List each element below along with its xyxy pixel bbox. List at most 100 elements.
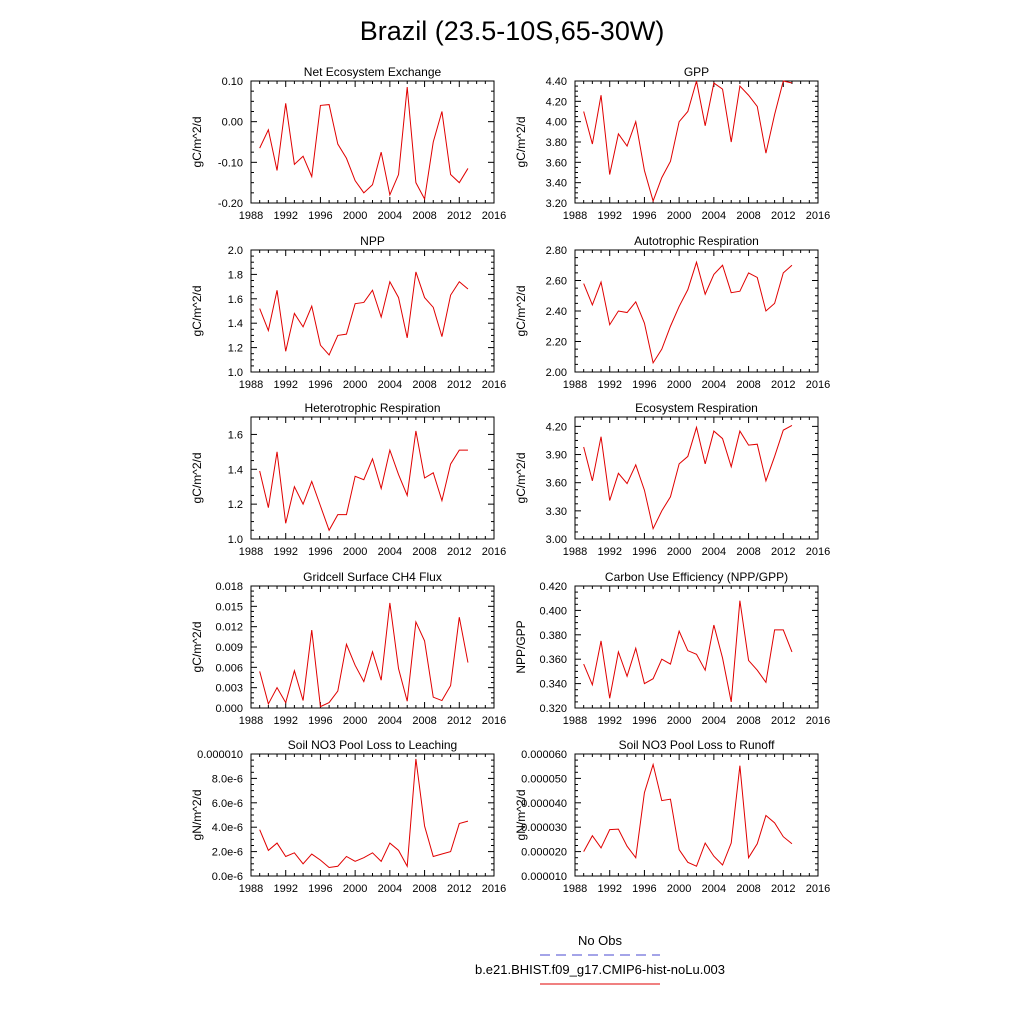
plot-title: Heterotrophic Respiration	[304, 401, 440, 415]
plot-title: GPP	[684, 65, 709, 79]
plot-frame	[574, 249, 819, 373]
y-tick-label: -0.10	[218, 157, 243, 169]
y-axis-label: gC/m^2/d	[190, 286, 204, 337]
y-tick-label: 2.0	[228, 245, 243, 257]
x-tick-label: 1992	[597, 715, 621, 727]
y-tick-label: 0.320	[539, 703, 567, 715]
y-tick-label: 0.009	[215, 642, 243, 654]
series-line	[583, 762, 793, 867]
plot-title: Gridcell Surface CH4 Flux	[303, 570, 442, 584]
x-tick-label: 2012	[447, 883, 471, 895]
x-tick-label: 1996	[632, 883, 656, 895]
x-tick-label: 1988	[239, 546, 263, 558]
y-tick-label: 1.6	[228, 294, 243, 306]
y-tick-label: -0.20	[218, 198, 243, 210]
y-tick-label: 1.8	[228, 269, 243, 281]
panel-soil-no3-pool-loss-to-runoff: Soil NO3 Pool Loss to Runoff gN/m^2/d 1988…	[514, 738, 830, 895]
x-tick-label: 1996	[308, 210, 332, 222]
x-tick-label: 1988	[563, 715, 587, 727]
plot-frame	[250, 585, 495, 709]
x-tick-label: 2012	[771, 546, 795, 558]
x-tick-label: 2008	[412, 546, 436, 558]
y-tick-label: 0.000010	[197, 749, 243, 761]
y-tick-label: 0.00	[222, 117, 243, 129]
plot-title: Soil NO3 Pool Loss to Leaching	[288, 738, 457, 752]
x-tick-label: 2004	[702, 210, 726, 222]
x-tick-label: 2000	[343, 883, 367, 895]
y-tick-label: 0.10	[222, 76, 243, 88]
x-tick-label: 1992	[273, 210, 297, 222]
x-tick-label: 2000	[343, 379, 367, 391]
y-tick-label: 3.80	[546, 137, 567, 149]
x-tick-label: 1996	[308, 715, 332, 727]
y-tick-label: 1.0	[228, 534, 243, 546]
x-tick-label: 2000	[343, 546, 367, 558]
panel-carbon-use-efficiency-npp-gpp: Carbon Use Efficiency (NPP/GPP) NPP/GPP 19…	[514, 570, 830, 727]
x-tick-label: 2000	[667, 546, 691, 558]
plot-title: Carbon Use Efficiency (NPP/GPP)	[605, 570, 788, 584]
panel-autotrophic-respiration: Autotrophic Respiration gC/m^2/d 1988 1992 1…	[514, 234, 830, 391]
x-tick-label: 2000	[343, 715, 367, 727]
x-tick-label: 2016	[482, 546, 506, 558]
y-axis-label: gC/m^2/d	[514, 117, 528, 168]
y-tick-label: 0.000020	[521, 847, 567, 859]
plot-title: Ecosystem Respiration	[635, 401, 758, 415]
y-axis-label: gC/m^2/d	[190, 453, 204, 504]
x-tick-label: 2012	[771, 379, 795, 391]
y-axis-label: gC/m^2/d	[190, 622, 204, 673]
y-tick-label: 0.380	[539, 630, 567, 642]
series-line	[259, 758, 469, 868]
x-tick-label: 2012	[771, 210, 795, 222]
y-tick-label: 2.20	[546, 337, 567, 349]
y-tick-label: 8.0e-6	[212, 773, 243, 785]
y-tick-label: 0.000050	[521, 773, 567, 785]
x-tick-label: 2000	[667, 715, 691, 727]
y-tick-label: 6.0e-6	[212, 798, 243, 810]
series-line	[259, 602, 469, 708]
x-tick-label: 1996	[632, 210, 656, 222]
x-tick-label: 2004	[378, 546, 402, 558]
x-tick-label: 2000	[667, 210, 691, 222]
x-tick-label: 2008	[736, 210, 760, 222]
series-line	[259, 87, 469, 201]
x-tick-label: 2008	[412, 883, 436, 895]
series-line	[259, 271, 469, 356]
y-tick-label: 3.90	[546, 450, 567, 462]
x-tick-label: 2004	[378, 210, 402, 222]
x-tick-label: 1992	[273, 715, 297, 727]
y-tick-label: 0.015	[215, 601, 243, 613]
x-tick-label: 2008	[412, 715, 436, 727]
x-tick-label: 1988	[563, 883, 587, 895]
x-tick-label: 1988	[239, 883, 263, 895]
x-tick-label: 1996	[308, 883, 332, 895]
y-tick-label: 1.4	[228, 464, 243, 476]
y-tick-label: 0.012	[215, 622, 243, 634]
x-tick-label: 2016	[482, 883, 506, 895]
x-tick-label: 2016	[806, 210, 830, 222]
y-tick-label: 3.40	[546, 178, 567, 190]
x-tick-label: 1988	[239, 379, 263, 391]
x-tick-label: 1996	[632, 715, 656, 727]
x-tick-label: 1988	[563, 210, 587, 222]
x-tick-label: 2004	[702, 379, 726, 391]
x-tick-label: 2012	[447, 715, 471, 727]
x-tick-label: 1996	[308, 546, 332, 558]
x-tick-label: 1988	[239, 715, 263, 727]
y-tick-label: 0.0e-6	[212, 871, 243, 883]
x-tick-label: 2012	[447, 379, 471, 391]
x-tick-label: 1988	[563, 379, 587, 391]
y-tick-label: 3.60	[546, 157, 567, 169]
y-tick-label: 0.000060	[521, 749, 567, 761]
plot-frame	[250, 249, 495, 373]
x-tick-label: 2012	[447, 546, 471, 558]
y-tick-label: 4.20	[546, 96, 567, 108]
series-line	[583, 425, 793, 531]
x-tick-label: 1992	[597, 883, 621, 895]
panel-npp: NPP gC/m^2/d 1988 1992 1996 2000 2004 2008 2012 2…	[190, 234, 506, 391]
x-tick-label: 2004	[378, 883, 402, 895]
x-tick-label: 2012	[447, 210, 471, 222]
x-tick-label: 2012	[771, 715, 795, 727]
y-tick-label: 3.30	[546, 506, 567, 518]
plot-title: NPP	[360, 234, 385, 248]
